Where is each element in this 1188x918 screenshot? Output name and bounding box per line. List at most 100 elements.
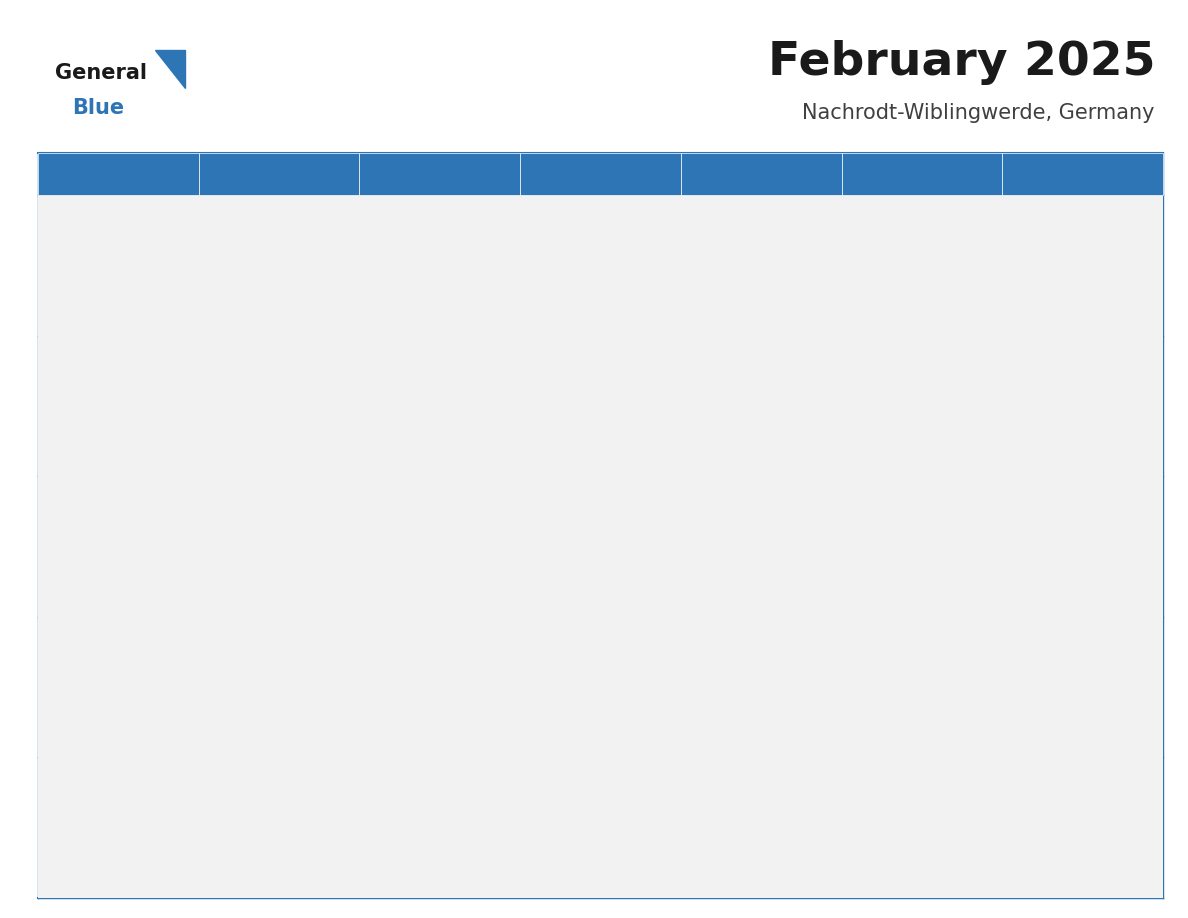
Text: 15: 15 — [1012, 487, 1032, 501]
Text: Sunrise: 7:41 AM: Sunrise: 7:41 AM — [48, 647, 143, 656]
Text: and 49 minutes.: and 49 minutes. — [530, 554, 621, 565]
Text: Sunrise: 7:29 AM: Sunrise: 7:29 AM — [1012, 647, 1106, 656]
Text: Sunrise: 8:05 AM: Sunrise: 8:05 AM — [48, 365, 143, 375]
Text: Sunset: 5:51 PM: Sunset: 5:51 PM — [530, 663, 620, 673]
Text: Sunrise: 7:55 AM: Sunrise: 7:55 AM — [1012, 365, 1106, 375]
Text: 22: 22 — [1012, 627, 1032, 642]
Text: Daylight: 9 hours: Daylight: 9 hours — [369, 538, 465, 548]
Text: Sunrise: 7:27 AM: Sunrise: 7:27 AM — [48, 788, 143, 798]
Text: Daylight: 10 hours: Daylight: 10 hours — [48, 820, 151, 829]
Text: Daylight: 9 hours: Daylight: 9 hours — [852, 538, 947, 548]
Text: and 35 minutes.: and 35 minutes. — [1012, 414, 1102, 423]
Text: 27: 27 — [690, 767, 710, 782]
Text: Sunset: 5:27 PM: Sunset: 5:27 PM — [690, 382, 781, 392]
Text: Daylight: 10 hours: Daylight: 10 hours — [530, 820, 633, 829]
Text: Thursday: Thursday — [690, 166, 767, 182]
Text: Sunset: 5:36 PM: Sunset: 5:36 PM — [369, 522, 459, 532]
Text: Sunrise: 8:01 AM: Sunrise: 8:01 AM — [530, 365, 624, 375]
Text: 9: 9 — [48, 487, 58, 501]
Text: Sunset: 5:25 PM: Sunset: 5:25 PM — [530, 382, 620, 392]
Text: 3: 3 — [208, 345, 219, 361]
Text: Sunrise: 8:02 AM: Sunrise: 8:02 AM — [369, 365, 463, 375]
Text: Daylight: 10 hours: Daylight: 10 hours — [369, 678, 472, 688]
Text: Daylight: 9 hours: Daylight: 9 hours — [852, 397, 947, 408]
Text: and 12 minutes.: and 12 minutes. — [369, 695, 460, 705]
Text: Sunrise: 7:16 AM: Sunrise: 7:16 AM — [852, 788, 946, 798]
Text: Sunrise: 7:57 AM: Sunrise: 7:57 AM — [852, 365, 946, 375]
Text: Sunset: 5:49 PM: Sunset: 5:49 PM — [369, 663, 460, 673]
Text: Daylight: 10 hours: Daylight: 10 hours — [369, 820, 472, 829]
Text: and 35 minutes.: and 35 minutes. — [208, 835, 299, 845]
Text: Daylight: 10 hours: Daylight: 10 hours — [530, 678, 633, 688]
Text: Daylight: 9 hours: Daylight: 9 hours — [690, 397, 786, 408]
Text: 11: 11 — [369, 487, 390, 501]
Text: Sunrise: 8:07 AM: Sunrise: 8:07 AM — [1012, 225, 1106, 235]
Text: and 57 minutes.: and 57 minutes. — [852, 554, 942, 565]
Text: 2: 2 — [48, 345, 58, 361]
Text: Daylight: 9 hours: Daylight: 9 hours — [369, 397, 465, 408]
Polygon shape — [154, 50, 185, 88]
Text: 5: 5 — [530, 345, 541, 361]
Text: 18: 18 — [369, 627, 390, 642]
Text: Sunrise: 7:31 AM: Sunrise: 7:31 AM — [852, 647, 946, 656]
Text: Sunday: Sunday — [48, 166, 108, 182]
Text: and 15 minutes.: and 15 minutes. — [530, 695, 621, 705]
Text: 14: 14 — [852, 487, 872, 501]
Text: Sunset: 5:31 PM: Sunset: 5:31 PM — [1012, 382, 1102, 392]
Text: Daylight: 9 hours: Daylight: 9 hours — [208, 538, 304, 548]
Text: and 28 minutes.: and 28 minutes. — [690, 414, 782, 423]
Text: Daylight: 9 hours: Daylight: 9 hours — [208, 397, 304, 408]
Text: Daylight: 9 hours: Daylight: 9 hours — [48, 397, 144, 408]
Text: Daylight: 10 hours: Daylight: 10 hours — [852, 678, 954, 688]
Text: Sunrise: 7:50 AM: Sunrise: 7:50 AM — [369, 506, 463, 516]
Text: 26: 26 — [530, 767, 550, 782]
Text: and 46 minutes.: and 46 minutes. — [369, 554, 460, 565]
Text: Sunrise: 7:43 AM: Sunrise: 7:43 AM — [1012, 506, 1106, 516]
Text: Sunset: 6:03 PM: Sunset: 6:03 PM — [530, 803, 620, 813]
Text: Sunrise: 7:46 AM: Sunrise: 7:46 AM — [690, 506, 785, 516]
Text: Tuesday: Tuesday — [369, 166, 436, 182]
Text: Sunset: 6:00 PM: Sunset: 6:00 PM — [208, 803, 298, 813]
Text: Sunrise: 7:37 AM: Sunrise: 7:37 AM — [369, 647, 463, 656]
Text: Daylight: 10 hours: Daylight: 10 hours — [48, 678, 151, 688]
Text: Daylight: 10 hours: Daylight: 10 hours — [208, 820, 311, 829]
Text: 13: 13 — [690, 487, 710, 501]
Text: Monday: Monday — [208, 166, 273, 182]
Text: Sunset: 5:20 PM: Sunset: 5:20 PM — [48, 382, 138, 392]
Text: Sunrise: 7:54 AM: Sunrise: 7:54 AM — [48, 506, 143, 516]
Text: Sunrise: 7:35 AM: Sunrise: 7:35 AM — [530, 647, 624, 656]
Text: and 39 minutes.: and 39 minutes. — [48, 554, 139, 565]
Text: and 42 minutes.: and 42 minutes. — [530, 835, 621, 845]
Text: General: General — [55, 63, 147, 83]
Text: Friday: Friday — [852, 166, 902, 182]
Text: and 24 minutes.: and 24 minutes. — [530, 414, 621, 423]
Text: Sunset: 5:18 PM: Sunset: 5:18 PM — [1012, 241, 1102, 251]
Text: Daylight: 10 hours: Daylight: 10 hours — [690, 678, 794, 688]
Text: Sunrise: 7:39 AM: Sunrise: 7:39 AM — [208, 647, 303, 656]
Text: Sunrise: 7:21 AM: Sunrise: 7:21 AM — [530, 788, 624, 798]
Text: Sunset: 5:45 PM: Sunset: 5:45 PM — [48, 663, 138, 673]
Text: and 8 minutes.: and 8 minutes. — [208, 695, 292, 705]
Text: Sunrise: 8:04 AM: Sunrise: 8:04 AM — [208, 365, 303, 375]
Text: Daylight: 9 hours: Daylight: 9 hours — [1012, 397, 1108, 408]
Text: Sunset: 6:05 PM: Sunset: 6:05 PM — [690, 803, 781, 813]
Text: Sunrise: 7:48 AM: Sunrise: 7:48 AM — [530, 506, 625, 516]
Text: and 18 minutes.: and 18 minutes. — [208, 414, 299, 423]
Text: Sunset: 5:22 PM: Sunset: 5:22 PM — [208, 382, 298, 392]
Text: Sunset: 5:53 PM: Sunset: 5:53 PM — [690, 663, 781, 673]
Text: and 42 minutes.: and 42 minutes. — [208, 554, 299, 565]
Text: and 11 minutes.: and 11 minutes. — [1012, 273, 1102, 283]
Text: Sunrise: 7:33 AM: Sunrise: 7:33 AM — [690, 647, 785, 656]
Text: Sunset: 5:40 PM: Sunset: 5:40 PM — [690, 522, 781, 532]
Text: Sunset: 5:56 PM: Sunset: 5:56 PM — [1012, 663, 1102, 673]
Text: 10: 10 — [208, 487, 229, 501]
Text: Sunset: 5:33 PM: Sunset: 5:33 PM — [48, 522, 138, 532]
Text: 28: 28 — [852, 767, 872, 782]
Text: Daylight: 9 hours: Daylight: 9 hours — [690, 538, 786, 548]
Text: Sunset: 5:44 PM: Sunset: 5:44 PM — [1012, 522, 1102, 532]
Text: and 38 minutes.: and 38 minutes. — [369, 835, 460, 845]
Text: and 31 minutes.: and 31 minutes. — [48, 835, 139, 845]
Text: 16: 16 — [48, 627, 68, 642]
Text: 8: 8 — [1012, 345, 1022, 361]
Text: and 50 minutes.: and 50 minutes. — [852, 835, 942, 845]
